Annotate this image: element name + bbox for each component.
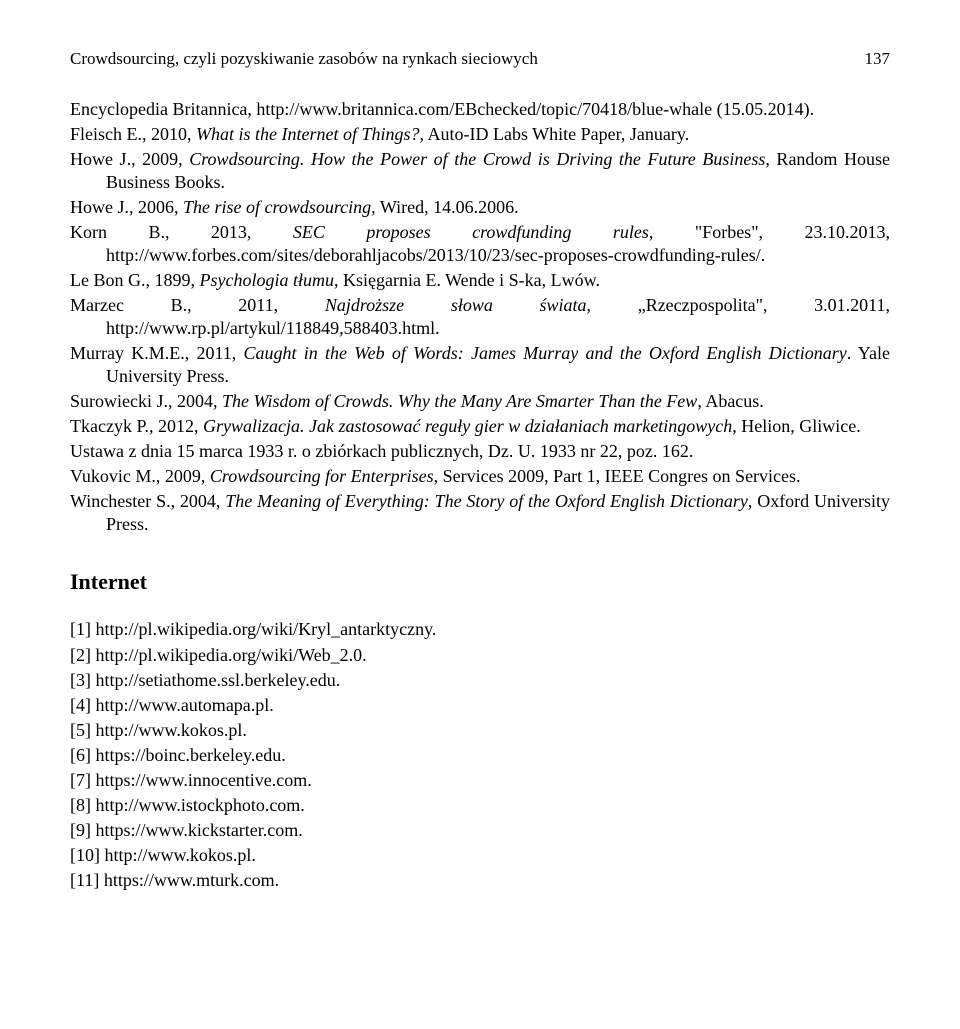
link-item: [6] https://boinc.berkeley.edu. — [70, 744, 890, 767]
ref-title-italic: The Wisdom of Crowds. Why the Many Are S… — [222, 391, 697, 411]
link-item: [3] http://setiathome.ssl.berkeley.edu. — [70, 669, 890, 692]
ref-title-italic: SEC proposes crowdfunding rules — [293, 222, 649, 242]
ref-title-italic: What is the Internet of Things? — [196, 124, 420, 144]
ref-item: Howe J., 2006, The rise of crowdsourcing… — [70, 196, 890, 219]
ref-title-italic: Crowdsourcing for Enterprises — [210, 466, 434, 486]
running-title: Crowdsourcing, czyli pozyskiwanie zasobó… — [70, 48, 538, 70]
ref-title-italic: Psychologia tłumu — [200, 270, 334, 290]
ref-title-italic: Grywalizacja. Jak zastosować reguły gier… — [203, 416, 732, 436]
link-item: [4] http://www.automapa.pl. — [70, 694, 890, 717]
ref-text: Wired, 14.06.2006. — [376, 197, 519, 217]
link-item: [11] https://www.mturk.com. — [70, 869, 890, 892]
ref-item: Ustawa z dnia 15 marca 1933 r. o zbiórka… — [70, 440, 890, 463]
ref-text: , Abacus. — [697, 391, 764, 411]
link-item: [10] http://www.kokos.pl. — [70, 844, 890, 867]
page-body: Crowdsourcing, czyli pozyskiwanie zasobó… — [0, 0, 960, 934]
ref-title-italic: The Meaning of Everything: The Story of … — [225, 491, 748, 511]
ref-text: Korn B., 2013, — [70, 222, 293, 242]
link-item: [8] http://www.istockphoto.com. — [70, 794, 890, 817]
ref-title-italic: The rise of crowdsourcing, — [183, 197, 376, 217]
ref-text: Howe J., 2006, — [70, 197, 183, 217]
ref-text: Tkaczyk P., 2012, — [70, 416, 203, 436]
ref-item: Fleisch E., 2010, What is the Internet o… — [70, 123, 890, 146]
ref-text: , Services 2009, Part 1, IEEE Congres on… — [434, 466, 801, 486]
link-item: [2] http://pl.wikipedia.org/wiki/Web_2.0… — [70, 644, 890, 667]
ref-title-italic: Crowdsourcing. How the Power of the Crow… — [189, 149, 765, 169]
ref-title-italic: Caught in the Web of Words: James Murray… — [244, 343, 847, 363]
ref-text: Fleisch E., 2010, — [70, 124, 196, 144]
link-item: [5] http://www.kokos.pl. — [70, 719, 890, 742]
ref-item: Howe J., 2009, Crowdsourcing. How the Po… — [70, 148, 890, 194]
ref-item: Surowiecki J., 2004, The Wisdom of Crowd… — [70, 390, 890, 413]
page-number: 137 — [865, 48, 891, 70]
ref-item: Tkaczyk P., 2012, Grywalizacja. Jak zast… — [70, 415, 890, 438]
link-item: [9] https://www.kickstarter.com. — [70, 819, 890, 842]
ref-item: Vukovic M., 2009, Crowdsourcing for Ente… — [70, 465, 890, 488]
ref-item: Murray K.M.E., 2011, Caught in the Web o… — [70, 342, 890, 388]
ref-item: Marzec B., 2011, Najdroższe słowa świata… — [70, 294, 890, 340]
ref-text: Le Bon G., 1899, — [70, 270, 200, 290]
ref-title-italic: Najdroższe słowa świata, — [325, 295, 591, 315]
ref-item: Le Bon G., 1899, Psychologia tłumu, Księ… — [70, 269, 890, 292]
section-heading-internet: Internet — [70, 568, 890, 596]
ref-item: Encyclopedia Britannica, http://www.brit… — [70, 98, 890, 121]
ref-item: Korn B., 2013, SEC proposes crowdfunding… — [70, 221, 890, 267]
ref-text: Murray K.M.E., 2011, — [70, 343, 244, 363]
ref-text: , Księgarnia E. Wende i S-ka, Lwów. — [334, 270, 600, 290]
ref-item: Winchester S., 2004, The Meaning of Ever… — [70, 490, 890, 536]
internet-links-block: [1] http://pl.wikipedia.org/wiki/Kryl_an… — [70, 618, 890, 891]
ref-text: , Helion, Gliwice. — [732, 416, 860, 436]
link-item: [7] https://www.innocentive.com. — [70, 769, 890, 792]
ref-text: Vukovic M., 2009, — [70, 466, 210, 486]
ref-text: Surowiecki J., 2004, — [70, 391, 222, 411]
ref-text: Howe J., 2009, — [70, 149, 189, 169]
running-head: Crowdsourcing, czyli pozyskiwanie zasobó… — [70, 48, 890, 70]
link-item: [1] http://pl.wikipedia.org/wiki/Kryl_an… — [70, 618, 890, 641]
references-block: Encyclopedia Britannica, http://www.brit… — [70, 98, 890, 537]
ref-text: Winchester S., 2004, — [70, 491, 225, 511]
ref-text: Marzec B., 2011, — [70, 295, 325, 315]
ref-text: , Auto-ID Labs White Paper, January. — [420, 124, 690, 144]
